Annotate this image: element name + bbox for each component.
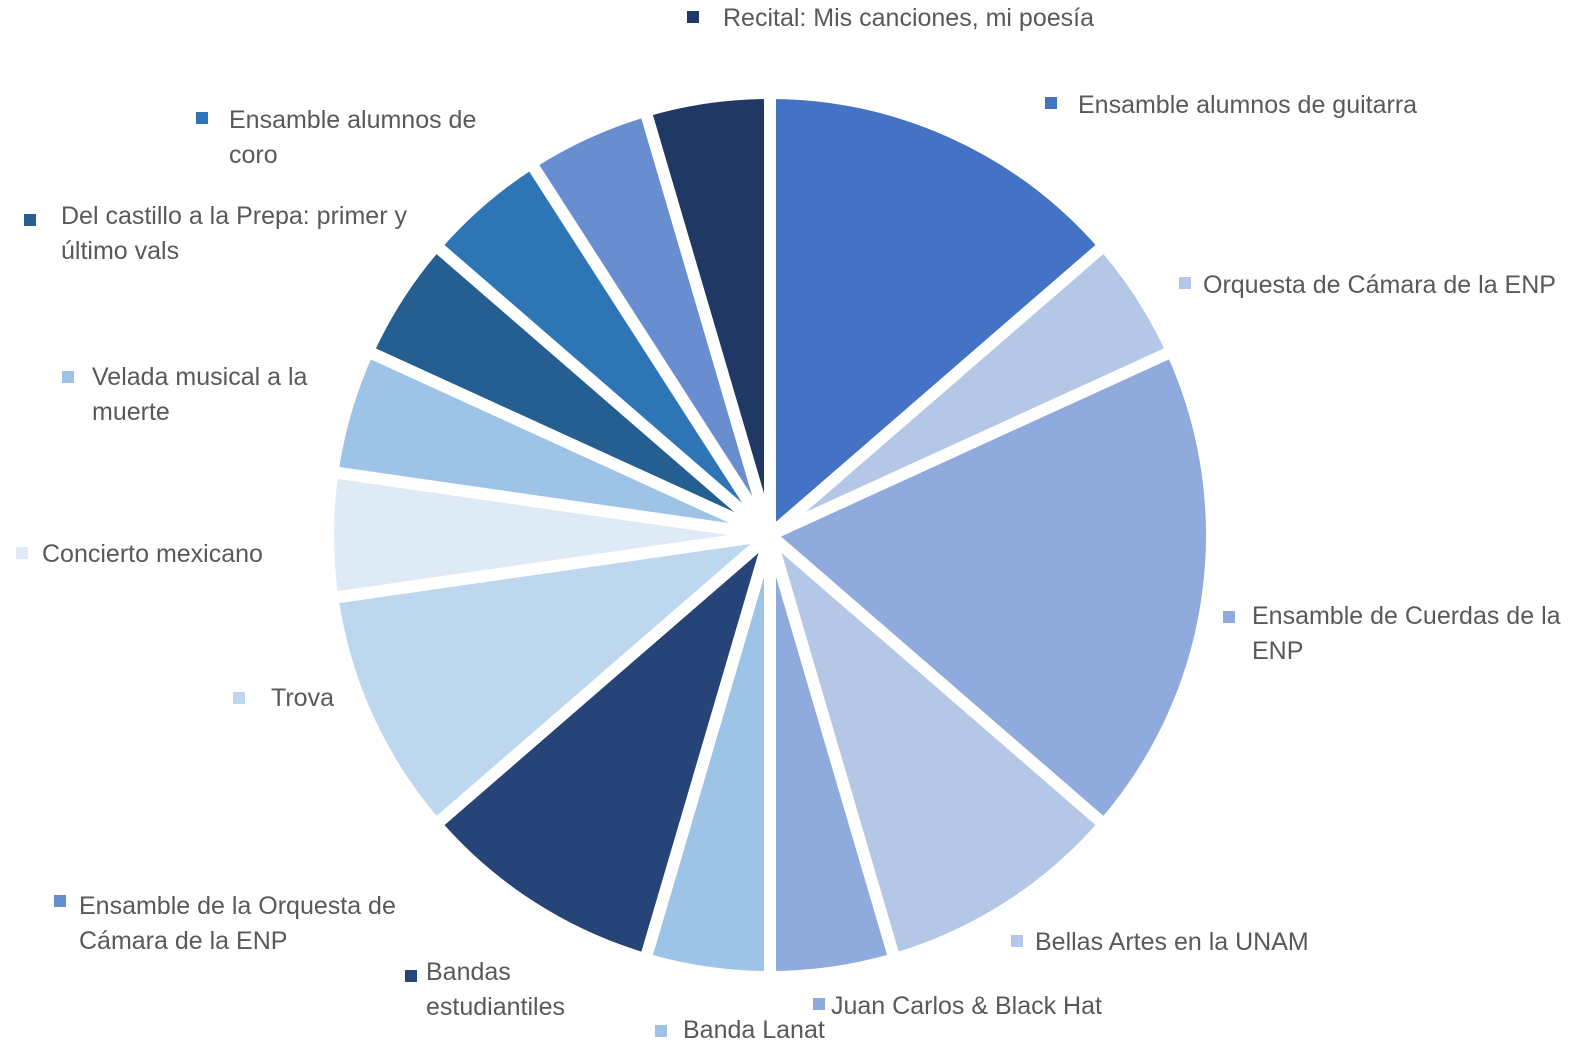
slice-label: Ensamble de Cuerdas de la ENP xyxy=(1252,602,1561,665)
pie-slice xyxy=(429,529,776,966)
legend-marker xyxy=(655,1025,667,1037)
slice-label: Juan Carlos & Black Hat xyxy=(831,991,1102,1020)
slice-label: Ensamble alumnos de coro xyxy=(229,106,477,169)
pie-slice xyxy=(764,87,1111,541)
slice-label: Trova xyxy=(271,683,334,712)
slice-label: Banda Lanat xyxy=(683,1015,825,1044)
slice-label: Bandas estudiantiles xyxy=(426,958,565,1021)
slice-label: Del castillo a la Prepa: primer y último… xyxy=(61,202,407,265)
legend-marker xyxy=(24,214,36,226)
legend-marker xyxy=(233,692,245,704)
slice-label: Velada musical a la muerte xyxy=(92,363,308,426)
legend-marker xyxy=(405,970,417,982)
pie-slice xyxy=(764,345,1218,831)
slice-label: Ensamble de la Orquesta de Cámara de la … xyxy=(79,892,396,955)
legend-marker xyxy=(16,547,28,559)
slice-label: Bellas Artes en la UNAM xyxy=(1035,927,1309,956)
legend-marker xyxy=(1179,277,1191,289)
legend-marker xyxy=(54,895,66,907)
pie-slice xyxy=(764,529,1111,966)
legend-marker xyxy=(813,998,825,1010)
legend-marker xyxy=(1011,935,1023,947)
pie-slice xyxy=(639,87,776,541)
slice-label: Concierto mexicano xyxy=(42,539,263,568)
legend-marker xyxy=(687,11,699,23)
legend-marker xyxy=(1223,611,1235,623)
legend-marker xyxy=(196,112,208,124)
slice-label: Ensamble alumnos de guitarra xyxy=(1078,90,1418,119)
legend-marker xyxy=(1045,97,1057,109)
pie-slice xyxy=(326,529,776,831)
legend-marker xyxy=(62,371,74,383)
slice-label: Recital: Mis canciones, mi poesía xyxy=(723,3,1094,32)
slice-label: Orquesta de Cámara de la ENP xyxy=(1203,270,1556,299)
